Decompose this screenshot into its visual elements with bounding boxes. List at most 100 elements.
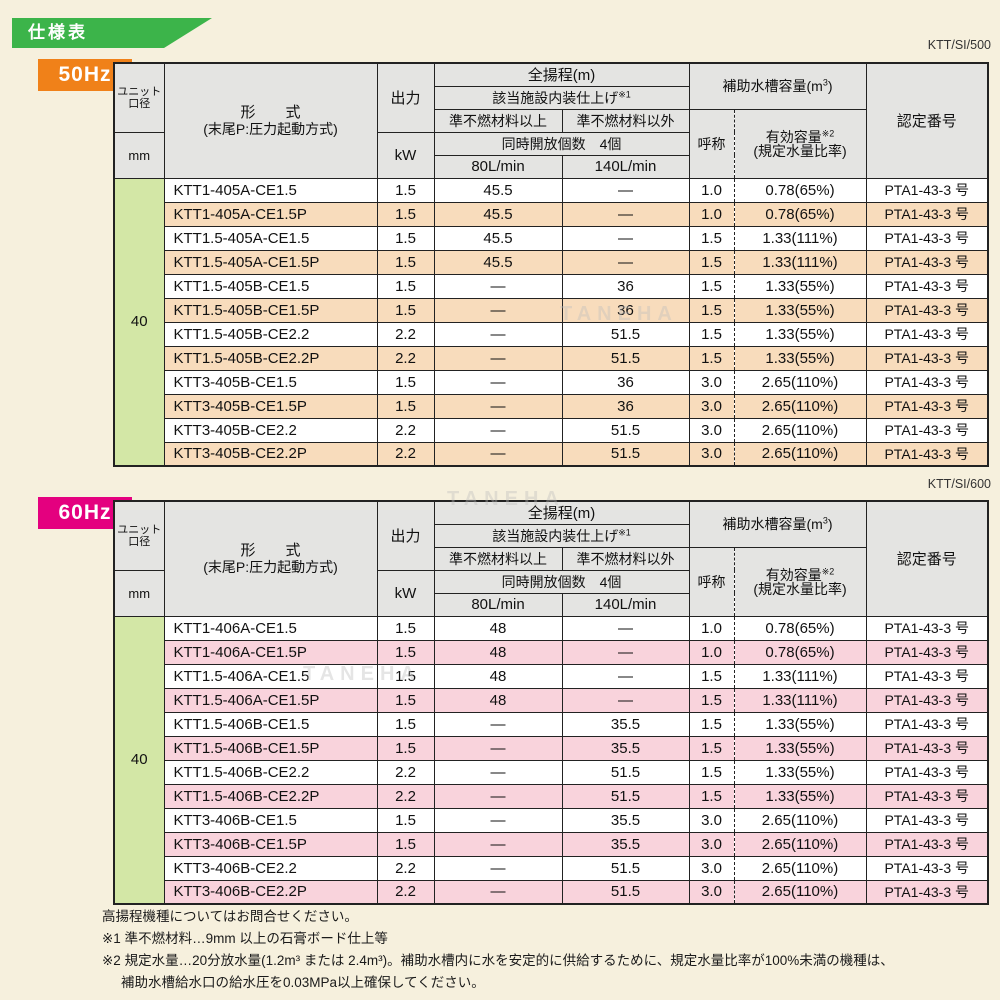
cell-model-name: KTT1-405A-CE1.5P (163, 201, 378, 227)
cell-head-140l: 35.5 (561, 711, 690, 737)
cell-head-80l: 48 (433, 639, 563, 665)
cell-tank-nominal: 3.0 (688, 831, 735, 857)
footnote-line: ※1 準不燃材料…9mm 以上の石膏ボード仕上等 (102, 931, 388, 946)
cell-cert-number: PTA1-43-3 号 (865, 369, 989, 395)
header-effective-capacity: 有効容量※2 (規定水量比率) (733, 546, 867, 617)
cell-head-140l: 36 (561, 297, 690, 323)
cell-cert-number: PTA1-43-3 号 (865, 249, 989, 275)
cell-cert-number: PTA1-43-3 号 (865, 441, 989, 467)
cell-head-140l: 36 (561, 369, 690, 395)
cell-tank-nominal: 1.5 (688, 663, 735, 689)
cell-tank-nominal: 1.5 (688, 249, 735, 275)
cell-model-name: KTT1.5-405B-CE1.5P (163, 297, 378, 323)
cell-tank-nominal: 1.0 (688, 177, 735, 203)
cell-output-kw: 1.5 (376, 225, 435, 251)
header-output-unit: kW (376, 131, 435, 179)
spec-row: KTT1.5-406B-CE2.2P 2.2—51.5 1.5 1.33(55%) PT… (114, 783, 989, 809)
section-banner: 仕様表 (12, 18, 212, 48)
cell-output-kw: 1.5 (376, 273, 435, 299)
cell-output-kw: 2.2 (376, 345, 435, 371)
cell-head-80l: — (433, 735, 563, 761)
header-flow-140: 140L/min (561, 154, 690, 179)
cell-tank-effective: 1.33(55%) (733, 345, 867, 371)
cell-output-kw: 1.5 (376, 735, 435, 761)
cell-head-140l: 51.5 (561, 417, 690, 443)
cell-tank-effective: 1.33(111%) (733, 225, 867, 251)
cell-output-kw: 2.2 (376, 783, 435, 809)
cell-head-140l: — (561, 201, 690, 227)
cell-tank-nominal: 3.0 (688, 807, 735, 833)
cell-tank-nominal: 1.5 (688, 735, 735, 761)
header-unit-diameter: ユニット 口径 (113, 62, 165, 133)
header-output: 出力 (376, 500, 435, 571)
spec-row: KTT1.5-406B-CE1.5 1.5—35.5 1.5 1.33(55%) PTA… (114, 711, 989, 737)
cell-model-name: KTT3-405B-CE2.2P (163, 441, 378, 467)
cell-head-80l: — (433, 441, 563, 467)
header-nominal: 呼称 (688, 108, 735, 179)
spec-row: KTT1.5-406B-CE1.5P 1.5—35.5 1.5 1.33(55%) PT… (114, 735, 989, 761)
header-interior-finish: 該当施設内装仕上げ※1 (433, 85, 690, 110)
spec-row: KTT1.5-405A-CE1.5P 1.5 45.5—1.5 1.33(111%) P… (114, 249, 989, 275)
cell-tank-effective: 1.33(55%) (733, 297, 867, 323)
cell-tank-effective: 0.78(65%) (733, 615, 867, 641)
cell-output-kw: 1.5 (376, 711, 435, 737)
cell-head-140l: — (561, 687, 690, 713)
header-model: 形 式 (末尾P:圧力起動方式) (163, 500, 378, 617)
spec-row: 40 KTT1-405A-CE1.5 1.5 45.5—1.0 0.78(65%) PTA… (113, 177, 989, 467)
header-material-other: 準不燃材料以外 (561, 546, 690, 571)
cell-head-80l: — (433, 855, 563, 881)
cell-head-140l: 35.5 (561, 807, 690, 833)
cell-model-name: KTT1.5-406B-CE2.2 (163, 759, 378, 785)
spec-row: KTT3-405B-CE2.2P 2.2—51.5 3.0 2.65(110%) PTA… (114, 441, 989, 467)
cell-tank-effective: 2.65(110%) (733, 393, 867, 419)
header-unit-mm: mm (113, 569, 165, 617)
cell-head-140l: 51.5 (561, 783, 690, 809)
cell-output-kw: 1.5 (376, 639, 435, 665)
cell-output-kw: 2.2 (376, 855, 435, 881)
cell-tank-effective: 2.65(110%) (733, 855, 867, 881)
spec-row: KTT1.5-405B-CE2.2P 2.2—51.5 1.5 1.33(55%) PT… (114, 345, 989, 371)
cell-head-80l: — (433, 297, 563, 323)
cell-head-80l: 45.5 (433, 177, 563, 203)
cell-head-80l: 45.5 (433, 225, 563, 251)
cell-cert-number: PTA1-43-3 号 (865, 639, 989, 665)
cell-model-name: KTT1.5-406B-CE1.5P (163, 735, 378, 761)
cell-cert-number: PTA1-43-3 号 (865, 225, 989, 251)
cell-head-140l: 51.5 (561, 759, 690, 785)
header-unit-mm: mm (113, 131, 165, 179)
cell-model-name: KTT1.5-405B-CE2.2 (163, 321, 378, 347)
spec-row: KTT1.5-405B-CE1.5 1.5—36 1.5 1.33(55%) PTA1-… (114, 273, 989, 299)
cell-tank-nominal: 1.5 (688, 273, 735, 299)
freq-badge-60hz: 60Hz (38, 497, 132, 529)
cell-output-kw: 1.5 (376, 249, 435, 275)
cell-head-80l: — (433, 369, 563, 395)
header-aux-tank-capacity: 補助水槽容量(m3) (688, 500, 867, 548)
cell-tank-nominal: 1.5 (688, 345, 735, 371)
cell-head-80l: — (433, 807, 563, 833)
header-output-unit: kW (376, 569, 435, 617)
spec-row: KTT3-405B-CE2.2 2.2—51.5 3.0 2.65(110%) PTA1… (114, 417, 989, 443)
cell-cert-number: PTA1-43-3 号 (865, 417, 989, 443)
header-cert-number: 認定番号 (865, 500, 989, 617)
header-flow-80: 80L/min (433, 592, 563, 617)
cell-head-140l: 35.5 (561, 831, 690, 857)
header-total-head: 全揚程(m) (433, 62, 690, 87)
spec-row: KTT3-406B-CE1.5 1.5—35.5 3.0 2.65(110%) PTA1… (114, 807, 989, 833)
cell-model-name: KTT1.5-406B-CE2.2P (163, 783, 378, 809)
cell-tank-nominal: 3.0 (688, 369, 735, 395)
cell-cert-number: PTA1-43-3 号 (865, 711, 989, 737)
table-body-60hz: 40 KTT1-406A-CE1.5 1.5 48—1.0 0.78(65%) PTA1-… (113, 615, 989, 905)
cell-cert-number: PTA1-43-3 号 (865, 855, 989, 881)
cell-tank-effective: 2.65(110%) (733, 417, 867, 443)
spec-row: KTT3-406B-CE1.5P 1.5—35.5 3.0 2.65(110%) PTA… (114, 831, 989, 857)
cell-head-80l: 48 (433, 687, 563, 713)
cell-tank-nominal: 3.0 (688, 441, 735, 467)
cell-head-140l: — (561, 639, 690, 665)
cell-tank-nominal: 1.5 (688, 225, 735, 251)
cell-cert-number: PTA1-43-3 号 (865, 831, 989, 857)
cell-tank-nominal: 3.0 (688, 417, 735, 443)
cell-model-name: KTT1-405A-CE1.5 (163, 177, 378, 203)
cell-tank-nominal: 1.5 (688, 711, 735, 737)
cell-head-140l: — (561, 225, 690, 251)
cell-tank-nominal: 1.5 (688, 783, 735, 809)
